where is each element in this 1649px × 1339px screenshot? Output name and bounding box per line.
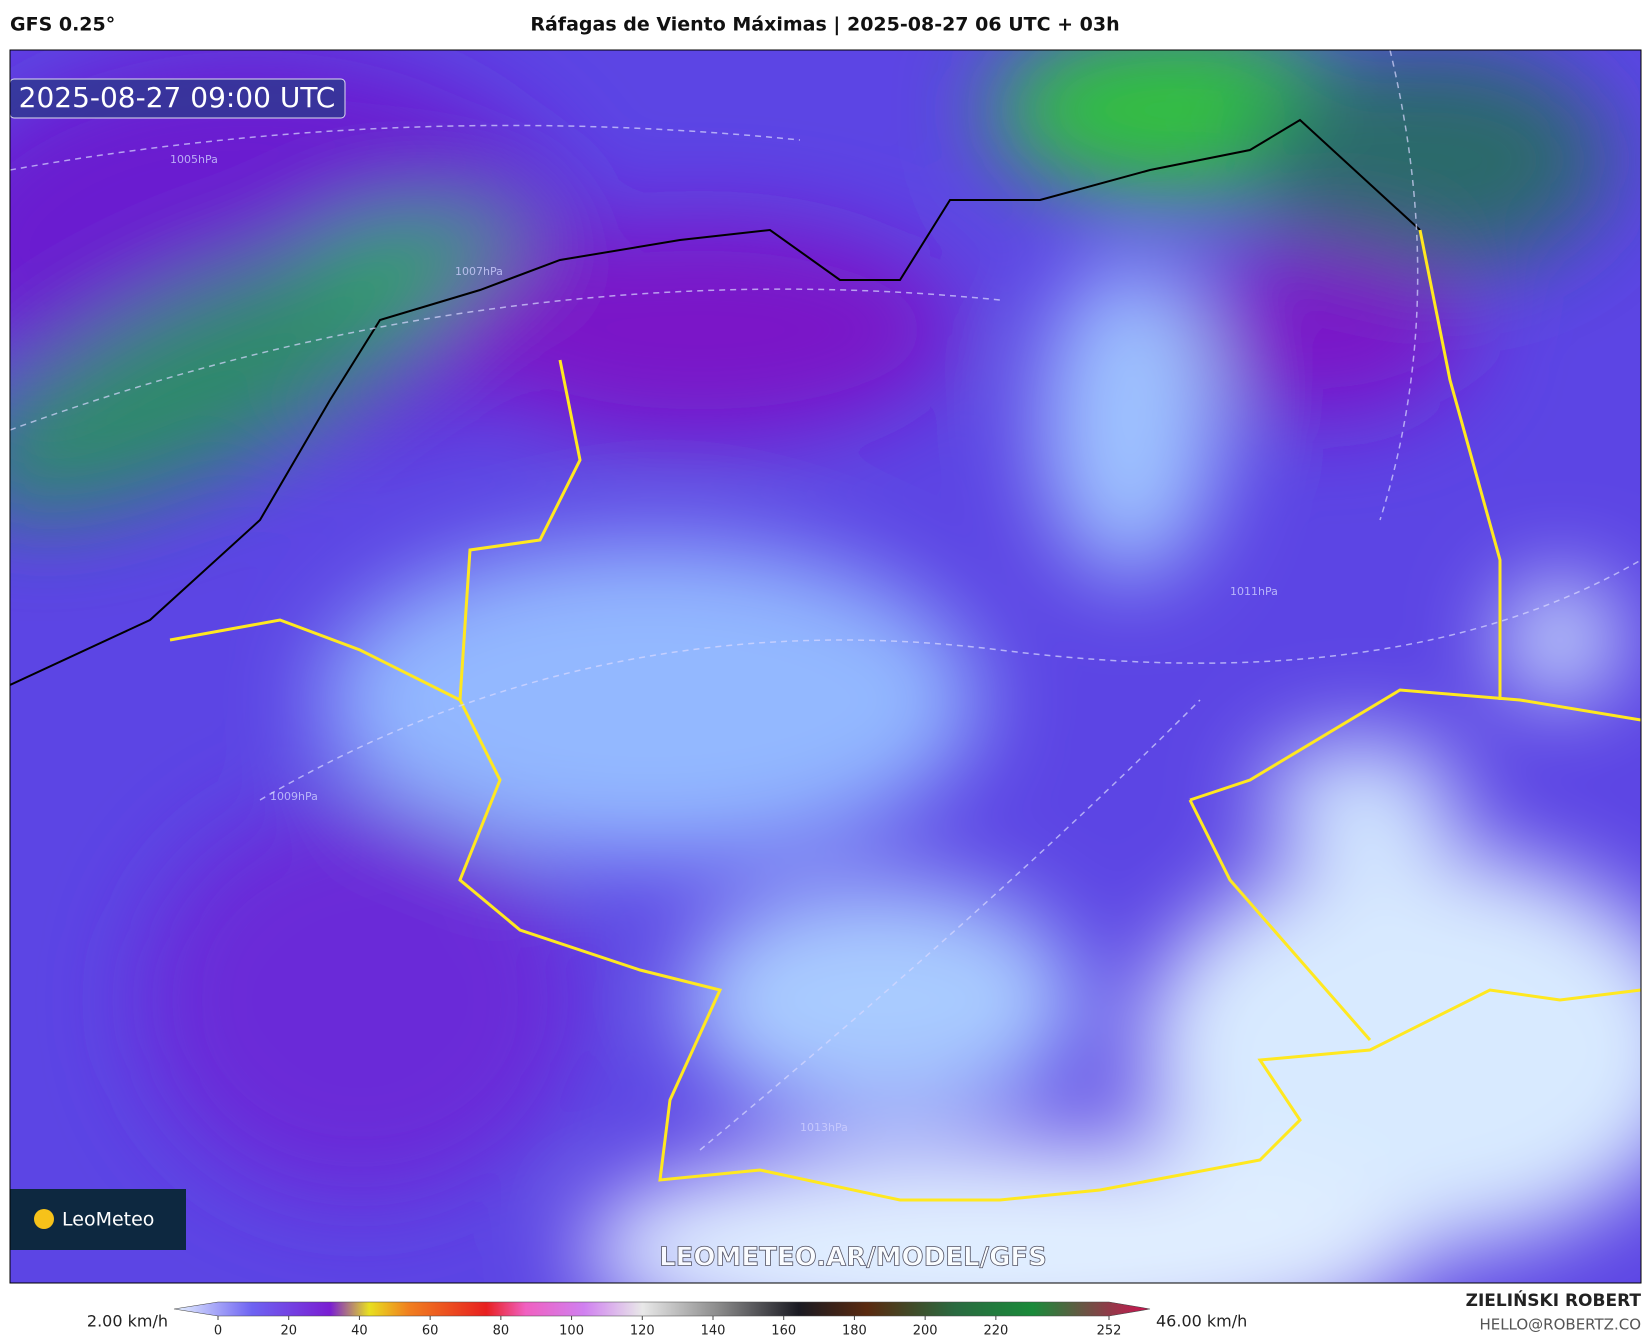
author: ZIELIŃSKI ROBERT — [1466, 1289, 1642, 1311]
isobar-label: 1013hPa — [800, 1121, 848, 1134]
colorbar-tick-label: 100 — [559, 1324, 584, 1339]
colorbar-tick-label: 60 — [422, 1324, 439, 1339]
contact: HELLO@ROBERTZ.CO — [1479, 1316, 1641, 1334]
watermark: LEOMETEO.AR/MODEL/GFS — [659, 1243, 1047, 1273]
map-title: Ráfagas de Viento Máximas | 2025-08-27 0… — [530, 14, 1119, 36]
colorbar-tick-label: 180 — [842, 1324, 867, 1339]
colorbar-tick-label: 80 — [493, 1324, 510, 1339]
colorbar-tick-label: 0 — [214, 1324, 222, 1339]
isobar-label: 1009hPa — [270, 790, 318, 803]
colorbar-tick-label: 140 — [701, 1324, 726, 1339]
colorbar-max: 46.00 km/h — [1156, 1312, 1247, 1331]
colorbar-tick-label: 160 — [771, 1324, 796, 1339]
timestamp-box — [10, 78, 346, 119]
colorbar-tick-label: 20 — [280, 1324, 297, 1339]
model-name: GFS 0.25° — [10, 14, 115, 36]
map-frame — [9, 49, 1642, 1284]
isobar-label: 1005hPa — [170, 153, 218, 166]
isobar-label: 1007hPa — [455, 265, 503, 278]
map: 1005hPa 1007hPa 1009hPa 1011hPa 1013hPa … — [10, 50, 1641, 1283]
colorbar-tick-label: 120 — [630, 1324, 655, 1339]
colorbar-tick-label: 252 — [1097, 1324, 1122, 1339]
logo: LeoMeteo — [62, 1209, 154, 1231]
colorbar-tick-label: 220 — [983, 1324, 1008, 1339]
colorbar-tick-label: 200 — [913, 1324, 938, 1339]
colorbar-min: 2.00 km/h — [87, 1312, 168, 1331]
timestamp: 2025-08-27 09:00 UTC — [19, 81, 336, 114]
logo-sun — [34, 1209, 54, 1229]
colorbar-tick-label: 40 — [351, 1324, 368, 1339]
colorbar — [173, 1301, 1151, 1320]
isobar-label: 1011hPa — [1230, 585, 1278, 598]
